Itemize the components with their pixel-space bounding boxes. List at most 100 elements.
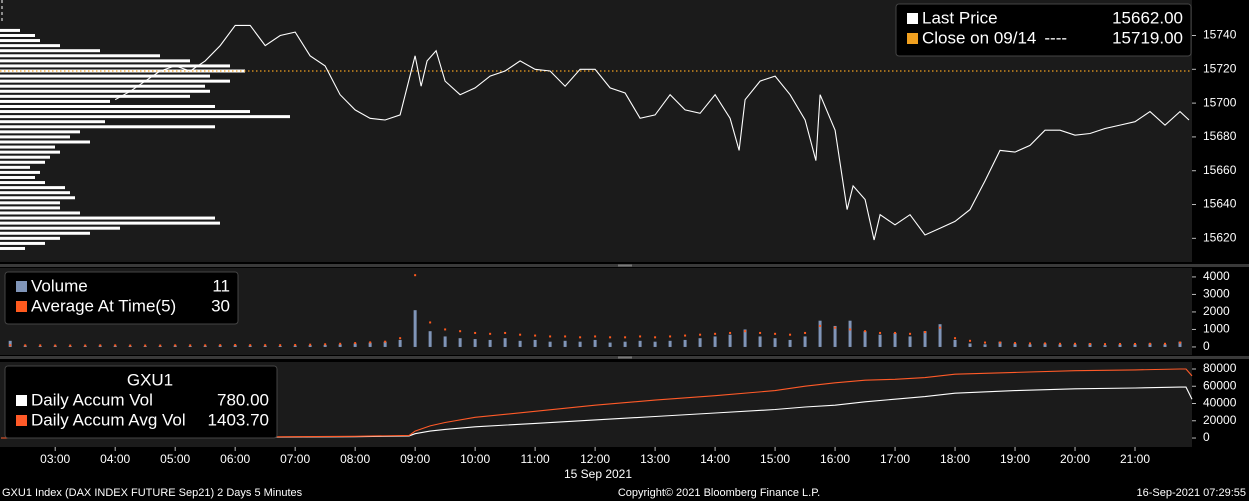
average-dot xyxy=(39,344,42,347)
y-tick-label: 1000 xyxy=(1203,322,1230,336)
average-dot xyxy=(504,331,507,334)
average-dot xyxy=(384,340,387,343)
volume-bar xyxy=(323,344,327,347)
volume-bar xyxy=(533,339,537,347)
volume-bar xyxy=(743,329,747,347)
average-dot xyxy=(294,344,297,347)
average-dot xyxy=(519,333,522,336)
legend-box xyxy=(4,271,239,325)
volume-bar xyxy=(1088,343,1092,347)
y-tick-label: 2000 xyxy=(1203,304,1230,318)
average-dot xyxy=(939,326,942,329)
average-dot xyxy=(129,344,132,347)
volume-bar xyxy=(413,310,417,347)
average-dot xyxy=(879,331,882,334)
volume-bar xyxy=(263,345,267,347)
average-dot xyxy=(789,333,792,336)
volume-bar xyxy=(188,345,192,347)
average-dot xyxy=(1164,342,1167,345)
profile-bar xyxy=(0,160,45,164)
average-dot xyxy=(744,330,747,333)
profile-bar xyxy=(0,130,80,134)
average-dot xyxy=(594,335,597,338)
separator-handle[interactable] xyxy=(618,264,632,267)
profile-bar xyxy=(0,28,20,32)
legend-label: Volume xyxy=(31,276,88,295)
volume-bar xyxy=(368,342,372,347)
average-dot xyxy=(24,344,27,347)
volume-bar xyxy=(653,341,657,347)
average-dot xyxy=(1179,341,1182,344)
profile-bar xyxy=(0,241,45,245)
profile-bar xyxy=(0,89,210,93)
volume-bar xyxy=(1178,341,1182,347)
legend-box xyxy=(895,3,1192,57)
profile-bar xyxy=(0,79,230,83)
y-tick-label: 0 xyxy=(1203,430,1210,444)
legend-symbol: ---- xyxy=(1044,28,1067,47)
panel: 0 1000 2000 3000 4000 Volume 11 Average At Time… xyxy=(0,268,1230,355)
average-dot xyxy=(954,337,957,340)
average-dot xyxy=(834,326,837,329)
separator-handle[interactable] xyxy=(618,356,632,359)
y-tick-label: 15640 xyxy=(1203,197,1237,211)
average-dot xyxy=(969,339,972,342)
average-dot xyxy=(309,343,312,346)
average-dot xyxy=(324,343,327,346)
volume-bar xyxy=(458,338,462,347)
volume-bar xyxy=(1133,344,1137,347)
legend-value: 1403.70 xyxy=(208,410,269,429)
panels: 15620 15640 15660 15680 15700 15720 15740 Last … xyxy=(0,0,1237,481)
volume-bar xyxy=(518,340,522,347)
volume-bar xyxy=(953,339,957,347)
volume-bar xyxy=(563,340,567,347)
average-dot xyxy=(1134,342,1137,345)
volume-bar xyxy=(908,336,912,347)
average-dot xyxy=(624,336,627,339)
average-dot xyxy=(339,342,342,345)
profile-bar xyxy=(0,181,45,185)
volume-bar xyxy=(893,332,897,347)
volume-bar xyxy=(428,331,432,347)
volume-bar xyxy=(998,341,1002,347)
profile-bar xyxy=(0,216,215,220)
volume-bar xyxy=(1043,343,1047,347)
y-tick-label: 15740 xyxy=(1203,28,1237,42)
y-tick-label: 15620 xyxy=(1203,231,1237,245)
volume-bar xyxy=(938,324,942,347)
average-dot xyxy=(819,324,822,327)
volume-bar xyxy=(698,338,702,347)
average-dot xyxy=(414,274,417,277)
volume-bar xyxy=(1013,343,1017,347)
legend-value: 11 xyxy=(212,276,230,295)
average-dot xyxy=(159,344,162,347)
x-tick-label: 18:00 xyxy=(940,452,970,466)
footer-right: 16-Sep-2021 07:29:55 xyxy=(1137,487,1246,499)
legend-swatch xyxy=(16,281,27,292)
legend-swatch xyxy=(16,301,27,312)
volume-bar xyxy=(638,340,642,347)
profile-bar xyxy=(0,221,220,225)
legend-swatch xyxy=(907,33,918,44)
average-dot xyxy=(1104,343,1107,346)
average-dot xyxy=(699,333,702,336)
volume-bar xyxy=(293,345,297,347)
legend-label: Average At Time(5) xyxy=(31,296,176,315)
average-dot xyxy=(534,334,537,337)
average-dot xyxy=(549,335,552,338)
profile-bar xyxy=(0,211,80,215)
legend-value: 15719.00 xyxy=(1112,28,1183,47)
average-dot xyxy=(264,344,267,347)
price-line xyxy=(1,386,1193,439)
volume-bar xyxy=(248,345,252,347)
profile-bar xyxy=(0,49,100,53)
volume-bar xyxy=(623,341,627,347)
average-dot xyxy=(1149,342,1152,345)
volume-bar xyxy=(818,320,822,347)
legend: Volume 11 Average At Time(5) 30 xyxy=(4,271,239,325)
average-dot xyxy=(1014,342,1017,345)
average-dot xyxy=(489,332,492,335)
profile-bar xyxy=(0,201,60,205)
volume-bar xyxy=(233,345,237,347)
